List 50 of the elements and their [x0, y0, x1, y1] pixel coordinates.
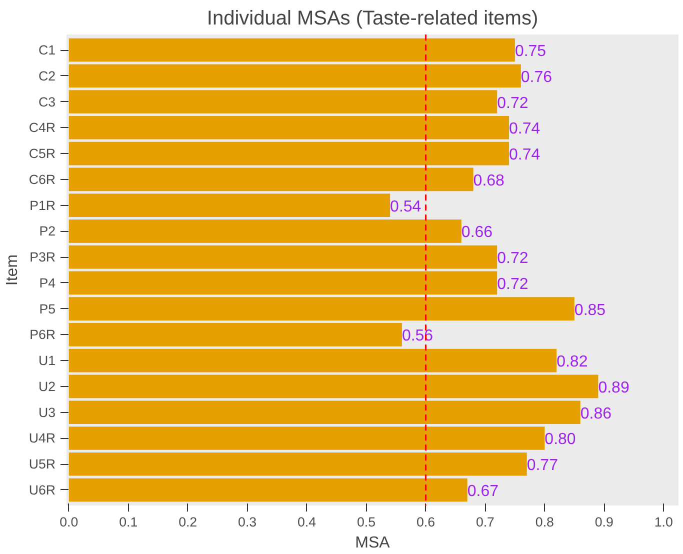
x-axis-title: MSA: [355, 534, 390, 552]
y-tick-label: U1: [38, 353, 56, 368]
data-label: 0.67: [467, 482, 499, 500]
data-label: 0.56: [402, 328, 434, 345]
y-tick-label: P3R: [30, 250, 56, 265]
x-tick-label: 0.6: [416, 514, 435, 530]
x-tick-label: 0.7: [476, 514, 494, 530]
y-tick-label: C1: [38, 42, 56, 58]
x-tick-label: 0.5: [356, 514, 376, 530]
x-tick-label: 0.8: [535, 514, 554, 530]
y-tick-label: P5: [39, 301, 56, 316]
y-tick-label: P6R: [30, 327, 56, 342]
x-tick-label: 0.0: [60, 514, 78, 530]
y-tick-label: C2: [38, 68, 56, 84]
y-tick-label: U4R: [28, 430, 56, 446]
y-tick-label: C6R: [28, 172, 56, 187]
y-tick-label: P1R: [30, 198, 56, 213]
y-tick-label: U6R: [28, 482, 56, 498]
data-label: 0.72: [497, 94, 528, 112]
y-tick-label: P4: [39, 275, 56, 290]
data-label: 0.68: [473, 172, 505, 190]
y-tick-label: C4R: [28, 120, 56, 136]
chart-title: Individual MSAs (Taste-related items): [206, 8, 538, 30]
data-label: 0.72: [497, 276, 528, 293]
data-label: 0.74: [508, 120, 540, 138]
data-label: 0.66: [461, 224, 493, 242]
y-tick-label: U3: [38, 404, 56, 420]
data-label: 0.54: [390, 198, 422, 216]
data-label: 0.72: [497, 250, 528, 268]
data-label: 0.82: [556, 354, 588, 371]
y-tick-label: C5R: [28, 146, 56, 162]
x-tick-label: 0.9: [594, 514, 614, 530]
data-label: 0.76: [520, 68, 552, 86]
x-tick-label: 0.1: [119, 514, 138, 530]
data-label: 0.80: [544, 431, 576, 448]
x-tick-label: 1.0: [654, 514, 673, 530]
y-tick-label: P2: [39, 224, 56, 239]
data-label: 0.89: [598, 379, 630, 396]
x-tick-label: 0.4: [298, 514, 317, 530]
y-tick-label: U5R: [28, 456, 56, 472]
data-label: 0.85: [574, 302, 606, 319]
data-label: 0.75: [514, 43, 546, 60]
data-label: 0.77: [526, 457, 558, 474]
x-tick-label: 0.3: [238, 514, 257, 530]
y-tick-label: U2: [38, 378, 56, 394]
x-tick-label: 0.2: [178, 514, 198, 530]
data-label: 0.86: [580, 405, 612, 422]
y-tick-label: C3: [38, 94, 56, 110]
y-axis-title: Item: [4, 254, 21, 286]
data-label: 0.74: [508, 146, 540, 164]
